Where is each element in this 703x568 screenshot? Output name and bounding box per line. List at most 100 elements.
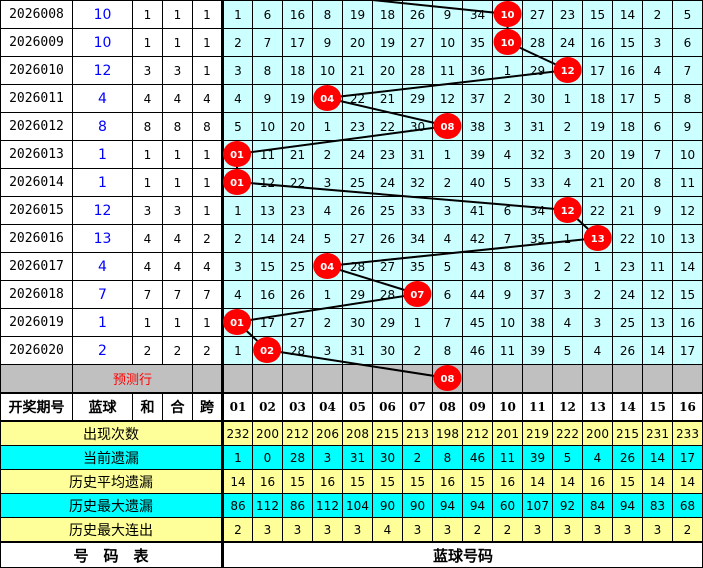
header-number: 06 <box>372 392 403 422</box>
omission-cell: 1 <box>312 280 343 309</box>
stat-value: 15 <box>342 469 373 494</box>
stat-value: 3 <box>312 517 343 543</box>
sum-cell: 1 <box>132 0 163 29</box>
omission-cell: 37 <box>522 280 553 309</box>
table-row: 2026011 4 4 4 4 4 9 19 22 21 29 12 37 2 30 1 18 17 5 8 <box>0 84 703 113</box>
omission-cell: 13 <box>252 196 283 225</box>
stat-value: 104 <box>342 493 373 518</box>
period-cell: 2026009 <box>0 28 73 57</box>
prediction-cell <box>522 364 553 394</box>
digit-sum-cell: 4 <box>162 224 193 253</box>
stat-value: 68 <box>672 493 703 518</box>
stat-value: 94 <box>432 493 463 518</box>
omission-cell: 11 <box>642 252 673 281</box>
stat-value: 3 <box>252 517 283 543</box>
span-cell: 2 <box>192 224 224 253</box>
digit-sum-cell: 1 <box>162 308 193 337</box>
omission-cell: 20 <box>372 56 403 85</box>
stat-value: 201 <box>492 420 523 446</box>
span-cell: 8 <box>192 112 224 141</box>
omission-cell: 45 <box>462 308 493 337</box>
prediction-cell <box>492 364 523 394</box>
table-row: 2026010 12 3 3 1 3 8 18 10 21 20 28 11 36 1 29 17 16 4 7 <box>0 56 703 85</box>
prediction-cell <box>582 364 613 394</box>
omission-cell: 4 <box>582 336 613 365</box>
omission-cell: 6 <box>252 0 283 29</box>
span-cell: 1 <box>192 168 224 197</box>
column-header-row: 开奖期号 蓝球和合跨 01 02 03 04 05 06 07 08 09 10 11 12 13 14 15 1… <box>0 392 703 422</box>
omission-cell: 2 <box>582 280 613 309</box>
omission-cell: 11 <box>672 168 703 197</box>
omission-cell: 21 <box>372 84 403 113</box>
stat-value: 30 <box>372 445 403 470</box>
span-cell: 1 <box>192 196 224 225</box>
omission-cell: 28 <box>402 56 433 85</box>
stat-value: 83 <box>642 493 673 518</box>
omission-cell: 39 <box>522 336 553 365</box>
omission-cell: 17 <box>612 84 643 113</box>
omission-cell: 4 <box>222 280 253 309</box>
stat-value: 0 <box>252 445 283 470</box>
prediction-label: 预测行 <box>72 364 193 394</box>
digit-sum-cell: 8 <box>162 112 193 141</box>
table-row: 2026015 12 3 3 1 1 13 23 4 26 25 33 3 41 6 34 22 21 9 12 <box>0 196 703 225</box>
omission-cell: 16 <box>612 56 643 85</box>
omission-cell: 5 <box>312 224 343 253</box>
omission-cell: 34 <box>402 224 433 253</box>
prediction-row: 预测行 <box>0 364 703 394</box>
span-cell: 1 <box>192 140 224 169</box>
omission-cell: 1 <box>222 336 253 365</box>
sum-cell: 2 <box>132 336 163 365</box>
omission-cell: 7 <box>252 28 283 57</box>
omission-cell: 21 <box>612 196 643 225</box>
prediction-cell <box>222 364 253 394</box>
sum-cell: 4 <box>132 84 163 113</box>
omission-cell: 22 <box>342 84 373 113</box>
omission-cell: 23 <box>342 112 373 141</box>
stat-value: 107 <box>522 493 553 518</box>
prediction-cell <box>432 364 463 394</box>
omission-cell: 27 <box>372 252 403 281</box>
table-row: 2026014 1 1 1 1 12 22 3 25 24 32 2 40 5 33 4 21 20 8 11 <box>0 168 703 197</box>
footer-left: 号 码 表 <box>0 541 224 568</box>
blue-ball-cell: 13 <box>72 224 133 253</box>
omission-cell: 3 <box>552 280 583 309</box>
omission-cell: 29 <box>372 308 403 337</box>
digit-sum-cell: 1 <box>162 0 193 29</box>
stat-value: 231 <box>642 420 673 446</box>
omission-cell: 12 <box>672 196 703 225</box>
header-number: 09 <box>462 392 493 422</box>
stat-value: 200 <box>252 420 283 446</box>
stat-row: 历史平均遗漏 14 16 15 16 15 15 15 16 15 16 14 14 16 15 14 14 <box>0 469 703 494</box>
stat-value: 26 <box>612 445 643 470</box>
prediction-cell <box>462 364 493 394</box>
omission-cell: 10 <box>252 112 283 141</box>
stat-value: 16 <box>252 469 283 494</box>
footer-row: 号 码 表蓝球号码 <box>0 541 703 568</box>
omission-cell: 19 <box>282 84 313 113</box>
footer-right: 蓝球号码 <box>222 541 703 568</box>
stat-value: 46 <box>462 445 493 470</box>
table-row: 2026019 1 1 1 1 17 27 2 30 29 1 7 45 10 38 4 3 25 13 16 <box>0 308 703 337</box>
stat-label: 当前遗漏 <box>0 445 224 470</box>
omission-cell: 10 <box>672 140 703 169</box>
omission-cell: 44 <box>462 280 493 309</box>
stat-value: 3 <box>612 517 643 543</box>
stat-value: 31 <box>342 445 373 470</box>
stat-value: 4 <box>372 517 403 543</box>
omission-cell: 36 <box>462 56 493 85</box>
blue-ball-cell: 10 <box>72 28 133 57</box>
hit-cell <box>492 0 523 29</box>
prediction-cell <box>642 364 673 394</box>
header-digit-sum: 合 <box>162 392 193 422</box>
omission-cell: 6 <box>672 28 703 57</box>
sum-cell: 7 <box>132 280 163 309</box>
period-cell: 2026020 <box>0 336 73 365</box>
omission-cell: 18 <box>582 84 613 113</box>
omission-cell: 1 <box>492 56 523 85</box>
hit-cell <box>222 168 253 197</box>
omission-cell: 1 <box>222 0 253 29</box>
header-number: 02 <box>252 392 283 422</box>
header-sum: 和 <box>132 392 163 422</box>
prediction-cell <box>612 364 643 394</box>
